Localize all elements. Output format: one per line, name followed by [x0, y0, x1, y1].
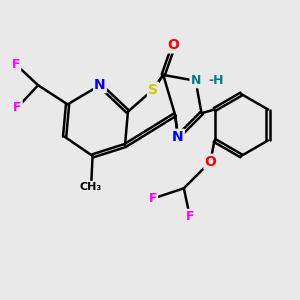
Text: O: O — [168, 38, 179, 52]
Text: N: N — [190, 74, 201, 87]
Text: F: F — [13, 101, 22, 114]
Text: F: F — [12, 58, 20, 71]
Text: -H: -H — [208, 74, 224, 87]
Text: F: F — [185, 210, 194, 223]
Text: N: N — [94, 78, 106, 92]
Text: F: F — [149, 192, 157, 205]
Text: CH₃: CH₃ — [80, 182, 102, 192]
Text: N: N — [172, 130, 184, 144]
Text: S: S — [148, 82, 158, 97]
Text: O: O — [204, 155, 216, 169]
